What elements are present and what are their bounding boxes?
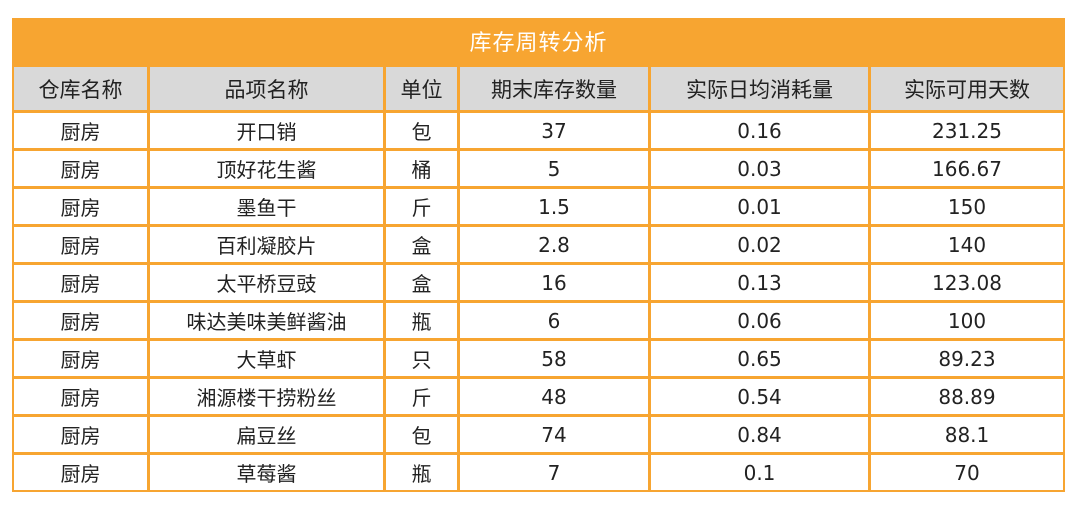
table-title: 库存周转分析 bbox=[469, 31, 608, 56]
cell-item: 顶好花生酱 bbox=[150, 151, 386, 189]
col-header-unit: 单位 bbox=[386, 67, 460, 113]
cell-unit: 斤 bbox=[386, 379, 460, 417]
data-table: 仓库名称 品项名称 单位 期末库存数量 实际日均消耗量 实际可用天数 厨房 开口销… bbox=[14, 67, 1063, 490]
cell-daily-consumption: 0.16 bbox=[651, 113, 871, 151]
inventory-turnover-table: 库存周转分析 仓库名称 品项名称 单位 期末库存数量 实际日均消耗量 实际可用天… bbox=[12, 18, 1065, 492]
cell-ending-stock: 2.8 bbox=[460, 227, 651, 265]
cell-unit: 瓶 bbox=[386, 455, 460, 490]
cell-warehouse: 厨房 bbox=[14, 379, 150, 417]
cell-ending-stock: 7 bbox=[460, 455, 651, 490]
cell-warehouse: 厨房 bbox=[14, 113, 150, 151]
cell-item: 百利凝胶片 bbox=[150, 227, 386, 265]
cell-daily-consumption: 0.01 bbox=[651, 189, 871, 227]
cell-ending-stock: 58 bbox=[460, 341, 651, 379]
cell-daily-consumption: 0.1 bbox=[651, 455, 871, 490]
col-header-warehouse: 仓库名称 bbox=[14, 67, 150, 113]
table-row: 厨房 百利凝胶片盒 2.8 0.02 140 bbox=[14, 227, 1063, 265]
cell-item: 开口销 bbox=[150, 113, 386, 151]
cell-item: 草莓酱 bbox=[150, 455, 386, 490]
cell-available-days: 100 bbox=[871, 303, 1063, 341]
cell-available-days: 140 bbox=[871, 227, 1063, 265]
cell-item: 湘源楼干捞粉丝 bbox=[150, 379, 386, 417]
cell-item: 墨鱼干 bbox=[150, 189, 386, 227]
cell-unit: 瓶 bbox=[386, 303, 460, 341]
cell-item: 扁豆丝 bbox=[150, 417, 386, 455]
cell-ending-stock: 5 bbox=[460, 151, 651, 189]
cell-warehouse: 厨房 bbox=[14, 151, 150, 189]
col-header-item: 品项名称 bbox=[150, 67, 386, 113]
cell-warehouse: 厨房 bbox=[14, 265, 150, 303]
cell-warehouse: 厨房 bbox=[14, 455, 150, 490]
table-row: 厨房 顶好花生酱桶 5 0.03 166.67 bbox=[14, 151, 1063, 189]
cell-daily-consumption: 0.65 bbox=[651, 341, 871, 379]
cell-item: 大草虾 bbox=[150, 341, 386, 379]
table-row: 厨房 墨鱼干斤 1.5 0.01 150 bbox=[14, 189, 1063, 227]
cell-available-days: 88.1 bbox=[871, 417, 1063, 455]
table-row: 厨房 味达美味美鲜酱油瓶 6 0.06 100 bbox=[14, 303, 1063, 341]
table-row: 厨房 开口销包 37 0.16 231.25 bbox=[14, 113, 1063, 151]
header-row: 仓库名称 品项名称 单位 期末库存数量 实际日均消耗量 实际可用天数 bbox=[14, 67, 1063, 113]
cell-unit: 斤 bbox=[386, 189, 460, 227]
cell-unit: 只 bbox=[386, 341, 460, 379]
cell-daily-consumption: 0.13 bbox=[651, 265, 871, 303]
col-header-available-days: 实际可用天数 bbox=[871, 67, 1063, 113]
cell-available-days: 166.67 bbox=[871, 151, 1063, 189]
table-row: 厨房 湘源楼干捞粉丝斤 48 0.54 88.89 bbox=[14, 379, 1063, 417]
col-header-daily-consumption: 实际日均消耗量 bbox=[651, 67, 871, 113]
table-row: 厨房 草莓酱瓶 7 0.1 70 bbox=[14, 455, 1063, 490]
cell-ending-stock: 16 bbox=[460, 265, 651, 303]
cell-item: 太平桥豆豉 bbox=[150, 265, 386, 303]
cell-unit: 包 bbox=[386, 113, 460, 151]
table-row: 厨房 太平桥豆豉盒 16 0.13 123.08 bbox=[14, 265, 1063, 303]
cell-daily-consumption: 0.84 bbox=[651, 417, 871, 455]
cell-unit: 桶 bbox=[386, 151, 460, 189]
cell-unit: 盒 bbox=[386, 227, 460, 265]
cell-warehouse: 厨房 bbox=[14, 189, 150, 227]
cell-available-days: 150 bbox=[871, 189, 1063, 227]
cell-daily-consumption: 0.54 bbox=[651, 379, 871, 417]
table-body: 厨房 开口销包 37 0.16 231.25 厨房 顶好花生酱桶 5 0.03 166.67 厨房墨… bbox=[14, 113, 1063, 490]
cell-available-days: 70 bbox=[871, 455, 1063, 490]
cell-available-days: 231.25 bbox=[871, 113, 1063, 151]
cell-available-days: 88.89 bbox=[871, 379, 1063, 417]
cell-warehouse: 厨房 bbox=[14, 417, 150, 455]
cell-ending-stock: 74 bbox=[460, 417, 651, 455]
table-row: 厨房 大草虾只 58 0.65 89.23 bbox=[14, 341, 1063, 379]
cell-warehouse: 厨房 bbox=[14, 341, 150, 379]
cell-daily-consumption: 0.03 bbox=[651, 151, 871, 189]
cell-ending-stock: 1.5 bbox=[460, 189, 651, 227]
cell-warehouse: 厨房 bbox=[14, 303, 150, 341]
cell-unit: 包 bbox=[386, 417, 460, 455]
cell-ending-stock: 37 bbox=[460, 113, 651, 151]
cell-available-days: 123.08 bbox=[871, 265, 1063, 303]
cell-unit: 盒 bbox=[386, 265, 460, 303]
cell-ending-stock: 48 bbox=[460, 379, 651, 417]
col-header-ending-stock: 期末库存数量 bbox=[460, 67, 651, 113]
cell-ending-stock: 6 bbox=[460, 303, 651, 341]
cell-daily-consumption: 0.06 bbox=[651, 303, 871, 341]
cell-available-days: 89.23 bbox=[871, 341, 1063, 379]
cell-warehouse: 厨房 bbox=[14, 227, 150, 265]
cell-daily-consumption: 0.02 bbox=[651, 227, 871, 265]
cell-item: 味达美味美鲜酱油 bbox=[150, 303, 386, 341]
table-row: 厨房 扁豆丝包 74 0.84 88.1 bbox=[14, 417, 1063, 455]
